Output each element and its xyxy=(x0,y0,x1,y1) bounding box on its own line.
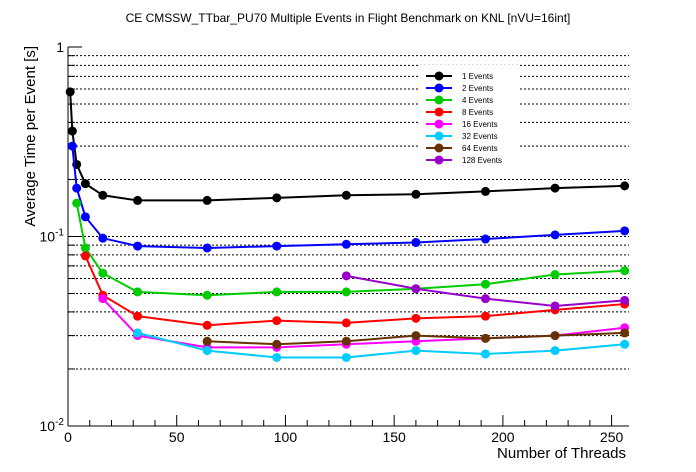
legend-marker xyxy=(434,95,444,105)
axes-layer: 10-2 10-1 1 0 50 100 150 200 250 xyxy=(40,39,629,445)
legend-label: 128 Events xyxy=(462,156,502,165)
data-point xyxy=(341,318,351,328)
data-point xyxy=(341,239,351,249)
data-point xyxy=(133,241,143,251)
legend-label: 64 Events xyxy=(462,144,498,153)
data-point xyxy=(202,195,212,205)
data-point xyxy=(80,243,90,253)
data-point xyxy=(272,316,282,326)
series-line xyxy=(71,145,625,249)
data-point xyxy=(98,294,108,304)
data-point xyxy=(98,268,108,278)
data-point xyxy=(133,195,143,205)
data-point xyxy=(341,336,351,346)
data-point xyxy=(67,126,77,136)
data-point xyxy=(411,346,421,356)
legend-label: 32 Events xyxy=(462,132,498,141)
data-point xyxy=(620,295,630,305)
data-point xyxy=(620,328,630,338)
data-point xyxy=(550,331,560,341)
y-tick-label: 10-1 xyxy=(40,228,65,245)
chart-title: CE CMSSW_TTbar_PU70 Multiple Events in F… xyxy=(126,11,571,25)
data-point xyxy=(411,189,421,199)
data-point xyxy=(98,233,108,243)
x-tick-label: 150 xyxy=(382,429,406,445)
data-point xyxy=(550,270,560,280)
data-point xyxy=(480,333,490,343)
data-point xyxy=(202,346,212,356)
legend-marker xyxy=(434,155,444,165)
data-point xyxy=(480,279,490,289)
legend-marker xyxy=(434,83,444,93)
data-point xyxy=(133,328,143,338)
x-tick-label: 0 xyxy=(64,429,72,445)
legend-label: 4 Events xyxy=(462,96,493,105)
data-point xyxy=(72,183,82,193)
x-tick-label: 50 xyxy=(169,429,185,445)
data-point xyxy=(620,226,630,236)
data-point xyxy=(98,190,108,200)
data-point xyxy=(65,87,75,97)
data-point xyxy=(80,179,90,189)
legend-marker xyxy=(434,143,444,153)
data-point xyxy=(620,339,630,349)
data-point xyxy=(202,243,212,253)
data-point xyxy=(272,352,282,362)
data-point xyxy=(67,141,77,151)
data-point xyxy=(480,294,490,304)
data-point xyxy=(620,266,630,276)
data-point xyxy=(341,352,351,362)
data-point xyxy=(550,301,560,311)
data-point xyxy=(480,311,490,321)
data-point xyxy=(411,313,421,323)
series-line xyxy=(84,255,625,327)
data-point xyxy=(202,320,212,330)
legend-label: 16 Events xyxy=(462,120,498,129)
data-point xyxy=(480,349,490,359)
y-tick-label: 10-2 xyxy=(40,417,65,434)
data-point xyxy=(341,287,351,297)
data-point xyxy=(72,198,82,208)
data-point xyxy=(133,287,143,297)
x-tick-label: 200 xyxy=(491,429,515,445)
legend-label: 2 Events xyxy=(462,84,493,93)
y-axis-label: Average Time per Event [s] xyxy=(22,46,39,227)
legend-marker xyxy=(434,119,444,129)
data-point xyxy=(133,311,143,321)
data-point xyxy=(272,287,282,297)
data-point xyxy=(202,290,212,300)
x-axis-label: Number of Threads xyxy=(497,445,626,462)
data-point xyxy=(272,193,282,203)
data-point xyxy=(341,271,351,281)
data-point xyxy=(341,190,351,200)
data-point xyxy=(620,181,630,191)
legend: 1 Events 2 Events 4 Events 8 Events 16 Event… xyxy=(420,65,520,168)
y-tick-label: 1 xyxy=(56,39,64,55)
legend-label: 8 Events xyxy=(462,108,493,117)
data-point xyxy=(480,234,490,244)
data-point xyxy=(272,339,282,349)
data-point xyxy=(272,241,282,251)
legend-label: 1 Events xyxy=(462,72,493,81)
legend-marker xyxy=(434,131,444,141)
data-point xyxy=(411,284,421,294)
legend-marker xyxy=(434,107,444,117)
data-point xyxy=(550,230,560,240)
data-point xyxy=(411,237,421,247)
data-point xyxy=(202,336,212,346)
data-point xyxy=(411,331,421,341)
x-tick-label: 100 xyxy=(274,429,298,445)
data-point xyxy=(80,251,90,261)
legend-marker xyxy=(434,71,444,81)
series-line xyxy=(137,331,625,359)
data-point xyxy=(480,186,490,196)
series-layer xyxy=(65,87,630,362)
data-point xyxy=(550,346,560,356)
x-tick-label: 250 xyxy=(600,429,624,445)
data-point xyxy=(80,212,90,222)
data-point xyxy=(550,183,560,193)
